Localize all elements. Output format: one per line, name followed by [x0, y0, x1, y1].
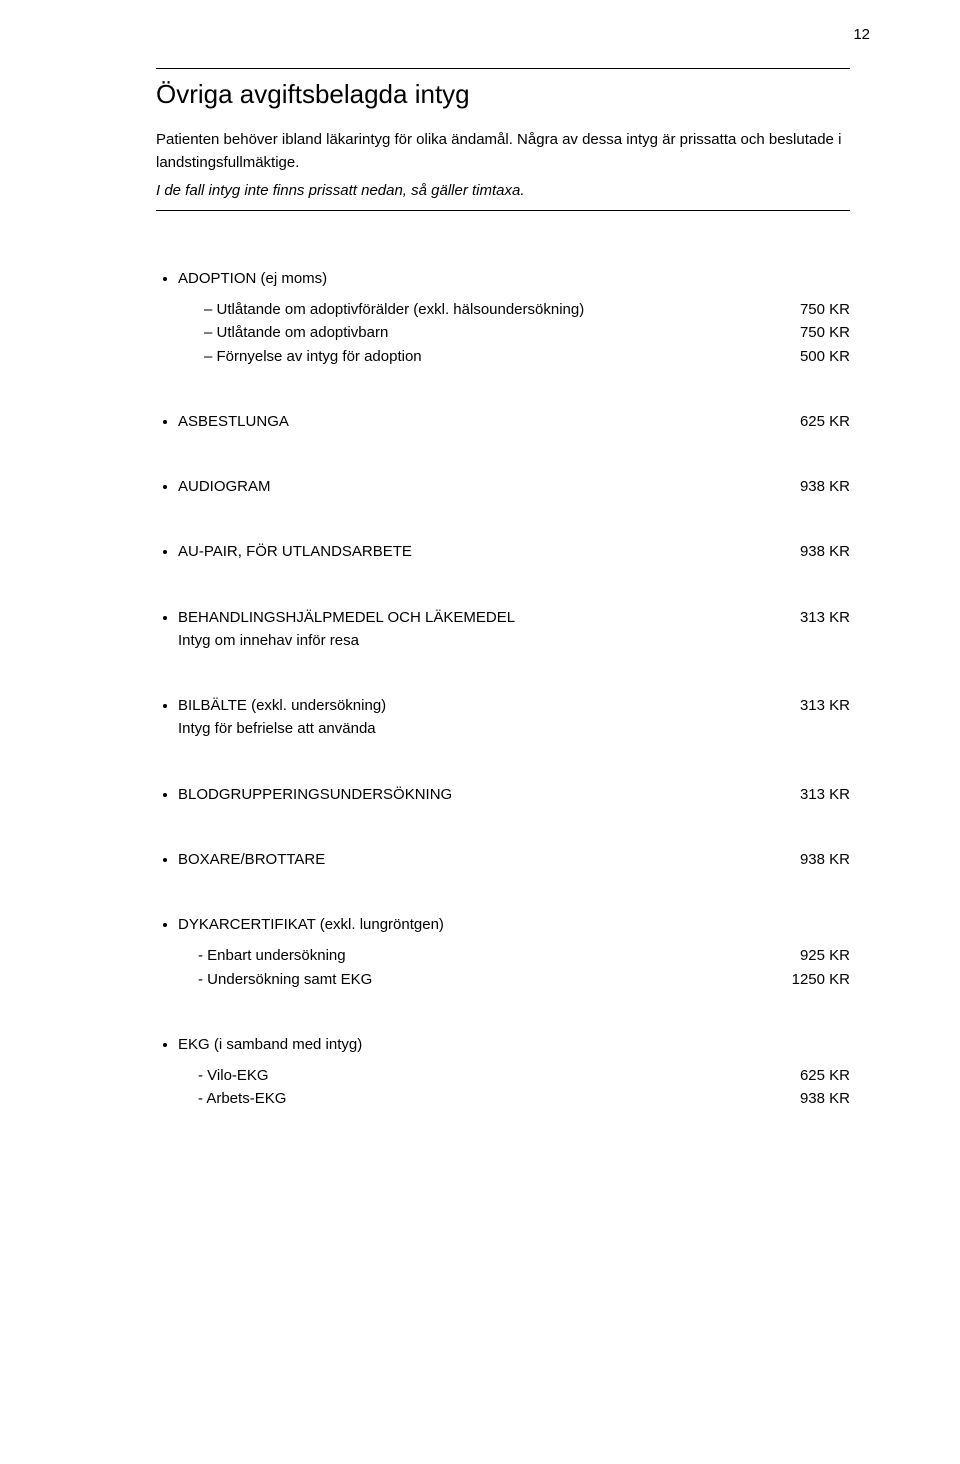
list-item: BILBÄLTE (exkl. undersökning) 313 KRIntyg… [178, 694, 850, 741]
item-heading: BOXARE/BROTTARE [178, 848, 345, 871]
item-subtext: Intyg för befrielse att använda [178, 717, 850, 740]
subitem-label: Enbart undersökning [198, 944, 366, 967]
sub-list: Vilo-EKG 625 KR Arbets-EKG 938 KR [178, 1064, 850, 1111]
sub-list-item: Arbets-EKG 938 KR [198, 1087, 850, 1110]
sub-list-item: Enbart undersökning 925 KR [198, 944, 850, 967]
intro-text: Patienten behöver ibland läkarintyg för … [156, 128, 850, 175]
item-heading: DYKARCERTIFIKAT (exkl. lungröntgen) [178, 913, 464, 936]
item-heading: AU-PAIR, FÖR UTLANDSARBETE [178, 540, 432, 563]
horizontal-rule [156, 210, 850, 211]
item-heading: ADOPTION (ej moms) [178, 267, 347, 290]
document-page: 12 Övriga avgiftsbelagda intyg Patienten… [0, 0, 960, 1464]
item-price: 313 KR [800, 606, 850, 629]
price-row: ASBESTLUNGA 625 KR [178, 410, 850, 433]
item-price: 938 KR [800, 475, 850, 498]
price-row: EKG (i samband med intyg) [178, 1033, 850, 1056]
list-item: ASBESTLUNGA 625 KR [178, 410, 850, 433]
price-row: AUDIOGRAM 938 KR [178, 475, 850, 498]
item-price: 313 KR [800, 783, 850, 806]
price-row: Arbets-EKG 938 KR [198, 1087, 850, 1110]
item-price: 625 KR [800, 410, 850, 433]
sub-list: Utlåtande om adoptivförälder (exkl. häls… [178, 298, 850, 368]
price-row: Vilo-EKG 625 KR [198, 1064, 850, 1087]
item-heading: EKG (i samband med intyg) [178, 1033, 382, 1056]
subitem-price: 925 KR [800, 944, 850, 967]
item-subtext: Intyg om innehav inför resa [178, 629, 850, 652]
price-row: Undersökning samt EKG 1250 KR [198, 968, 850, 991]
sub-list-item: Utlåtande om adoptivbarn 750 KR [204, 321, 850, 344]
item-heading: BILBÄLTE (exkl. undersökning) [178, 694, 406, 717]
subitem-price: 625 KR [800, 1064, 850, 1087]
item-price: 938 KR [800, 540, 850, 563]
list-item: AUDIOGRAM 938 KR [178, 475, 850, 498]
subitem-price: 500 KR [800, 345, 850, 368]
sub-list-item: Utlåtande om adoptivförälder (exkl. häls… [204, 298, 850, 321]
intro-text-italic: I de fall intyg inte finns prissatt neda… [156, 179, 850, 202]
item-heading: AUDIOGRAM [178, 475, 291, 498]
price-list: ADOPTION (ej moms) Utlåtande om adoptivfö… [156, 267, 850, 1111]
price-row: Utlåtande om adoptivbarn 750 KR [204, 321, 850, 344]
item-heading: BEHANDLINGSHJÄLPMEDEL OCH LÄKEMEDEL [178, 606, 535, 629]
price-row: DYKARCERTIFIKAT (exkl. lungröntgen) [178, 913, 850, 936]
subitem-label: Arbets-EKG [198, 1087, 306, 1110]
list-item: AU-PAIR, FÖR UTLANDSARBETE 938 KR [178, 540, 850, 563]
subitem-price: 938 KR [800, 1087, 850, 1110]
sub-list-item: Undersökning samt EKG 1250 KR [198, 968, 850, 991]
price-row: BILBÄLTE (exkl. undersökning) 313 KR [178, 694, 850, 717]
list-item: ADOPTION (ej moms) Utlåtande om adoptivfö… [178, 267, 850, 368]
subitem-price: 750 KR [800, 298, 850, 321]
sub-list-item: Vilo-EKG 625 KR [198, 1064, 850, 1087]
item-price: 313 KR [800, 694, 850, 717]
list-item: BLODGRUPPERINGSUNDERSÖKNING 313 KR [178, 783, 850, 806]
list-item: BOXARE/BROTTARE 938 KR [178, 848, 850, 871]
item-heading: ASBESTLUNGA [178, 410, 309, 433]
horizontal-rule [156, 68, 850, 69]
price-row: Förnyelse av intyg för adoption 500 KR [204, 345, 850, 368]
sub-list: Enbart undersökning925 KRUndersökning sa… [178, 944, 850, 991]
price-row: AU-PAIR, FÖR UTLANDSARBETE 938 KR [178, 540, 850, 563]
price-row: Utlåtande om adoptivförälder (exkl. häls… [204, 298, 850, 321]
price-row: ADOPTION (ej moms) [178, 267, 850, 290]
subitem-label: Undersökning samt EKG [198, 968, 392, 991]
subitem-label: Utlåtande om adoptivförälder (exkl. häls… [204, 298, 604, 321]
price-row: Enbart undersökning 925 KR [198, 944, 850, 967]
sub-list-item: Förnyelse av intyg för adoption 500 KR [204, 345, 850, 368]
item-price: 938 KR [800, 848, 850, 871]
subitem-label: Utlåtande om adoptivbarn [204, 321, 408, 344]
price-row: BLODGRUPPERINGSUNDERSÖKNING 313 KR [178, 783, 850, 806]
subitem-price: 1250 KR [792, 968, 850, 991]
list-item: EKG (i samband med intyg)Vilo-EKG625 KRA… [178, 1033, 850, 1111]
price-row: BOXARE/BROTTARE 938 KR [178, 848, 850, 871]
page-number: 12 [853, 26, 870, 43]
item-heading: BLODGRUPPERINGSUNDERSÖKNING [178, 783, 472, 806]
price-row: BEHANDLINGSHJÄLPMEDEL OCH LÄKEMEDEL 313 K… [178, 606, 850, 629]
subitem-price: 750 KR [800, 321, 850, 344]
list-item: DYKARCERTIFIKAT (exkl. lungröntgen) Enbar… [178, 913, 850, 991]
subitem-label: Förnyelse av intyg för adoption [204, 345, 442, 368]
list-item: BEHANDLINGSHJÄLPMEDEL OCH LÄKEMEDEL 313 K… [178, 606, 850, 653]
page-title: Övriga avgiftsbelagda intyg [156, 79, 850, 110]
subitem-label: Vilo-EKG [198, 1064, 289, 1087]
